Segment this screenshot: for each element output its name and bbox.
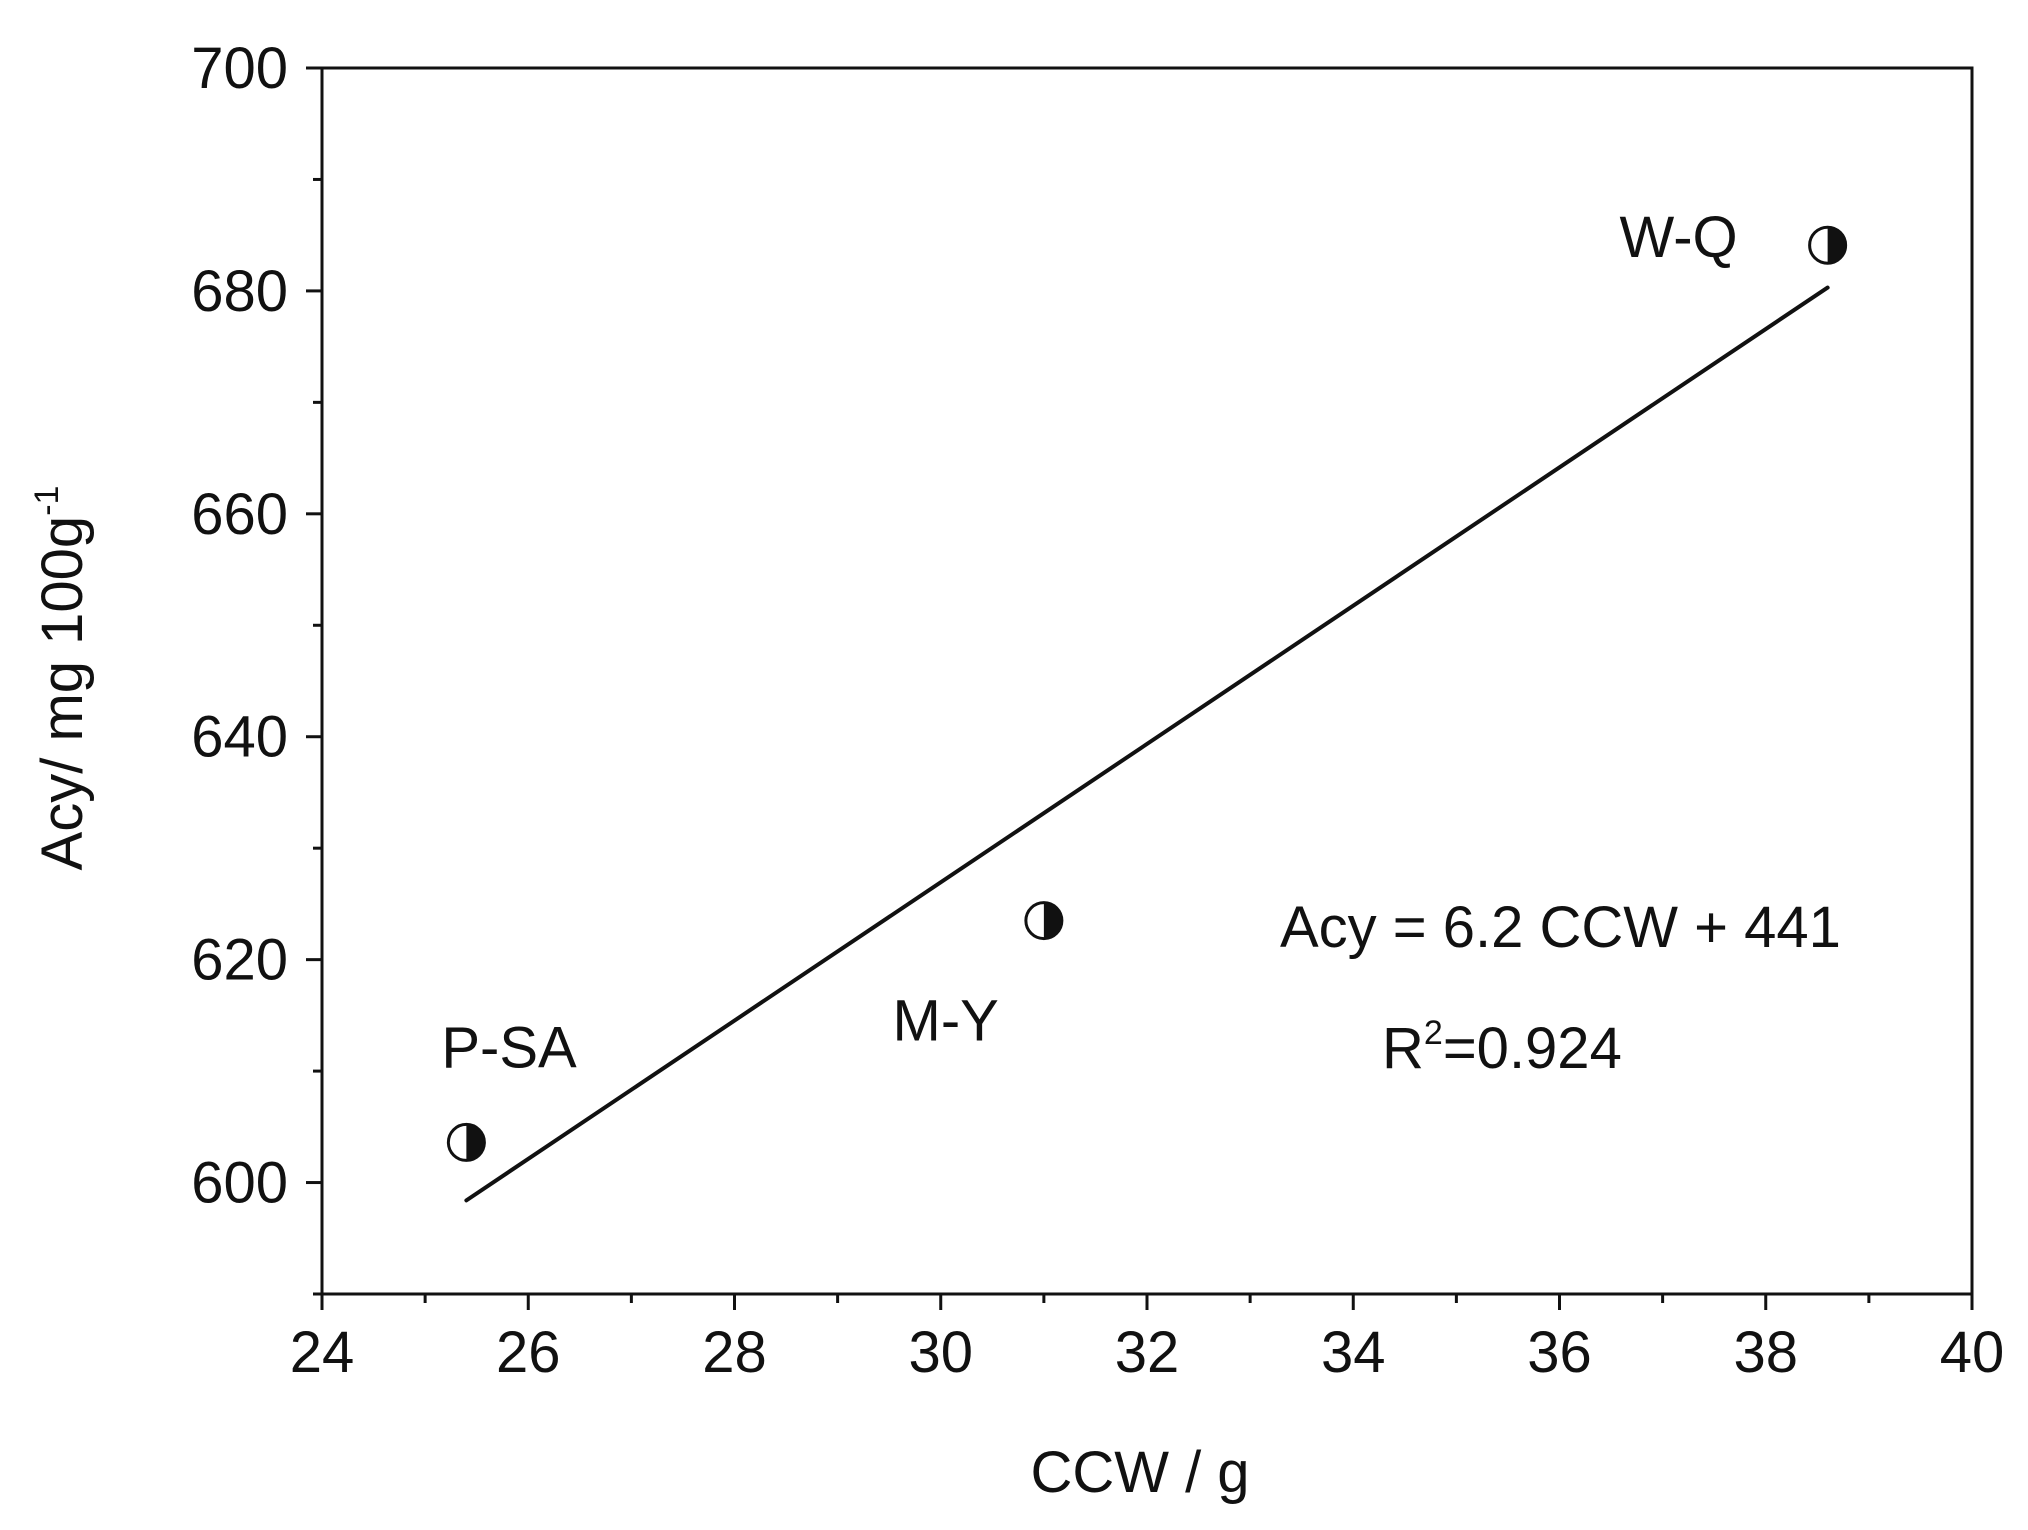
data-point-half-fill: [1043, 902, 1062, 939]
data-point: [1808, 225, 1848, 265]
data-point: [1024, 901, 1064, 941]
data-point-label: P-SA: [441, 1015, 577, 1080]
data-point-half-fill: [1827, 227, 1846, 264]
x-tick-label: 40: [1940, 1320, 2005, 1385]
x-axis-title: CCW / g: [1030, 1440, 1249, 1505]
y-axis-title: Acy/ mg 100g-1: [28, 486, 95, 871]
y-tick-label: 620: [191, 928, 288, 993]
r-squared-label: R2=0.924: [1382, 1014, 1622, 1081]
tick-labels-layer: 24 26 28 30 32 34 36 38 40 600 620 640 660 680 700: [191, 36, 2004, 1385]
point-labels-layer: P-SA M-Y W-Q: [441, 205, 1737, 1080]
r-squared-prefix: R: [1382, 1016, 1424, 1081]
data-point-label: W-Q: [1620, 205, 1738, 270]
x-tick-label: 32: [1115, 1320, 1180, 1385]
r-squared-superscript: 2: [1424, 1014, 1443, 1052]
x-tick-label: 30: [908, 1320, 973, 1385]
x-tick-label: 36: [1527, 1320, 1592, 1385]
y-tick-label: 640: [191, 705, 288, 770]
x-tick-label: 26: [496, 1320, 561, 1385]
x-tick-label: 28: [702, 1320, 767, 1385]
y-tick-label: 700: [191, 36, 288, 101]
y-axis-title-main: Acy/ mg 100g: [30, 516, 95, 871]
y-tick-label: 660: [191, 482, 288, 547]
y-axis-title-superscript: -1: [28, 486, 66, 516]
y-tick-label: 680: [191, 259, 288, 324]
y-tick-label: 600: [191, 1151, 288, 1216]
x-tick-label: 24: [290, 1320, 355, 1385]
fit-equation-label: Acy = 6.2 CCW + 441: [1280, 895, 1841, 960]
data-point: [446, 1122, 486, 1162]
points-layer: [446, 225, 1848, 1162]
r-squared-value: =0.924: [1443, 1016, 1622, 1081]
plot-frame: [320, 66, 1974, 1296]
fit-layer: [464, 285, 1830, 1203]
x-tick-label: 38: [1733, 1320, 1798, 1385]
x-tick-label: 34: [1321, 1320, 1386, 1385]
data-point-half-fill: [466, 1124, 485, 1161]
data-point-label: M-Y: [893, 989, 999, 1054]
fit-line: [464, 285, 1830, 1203]
